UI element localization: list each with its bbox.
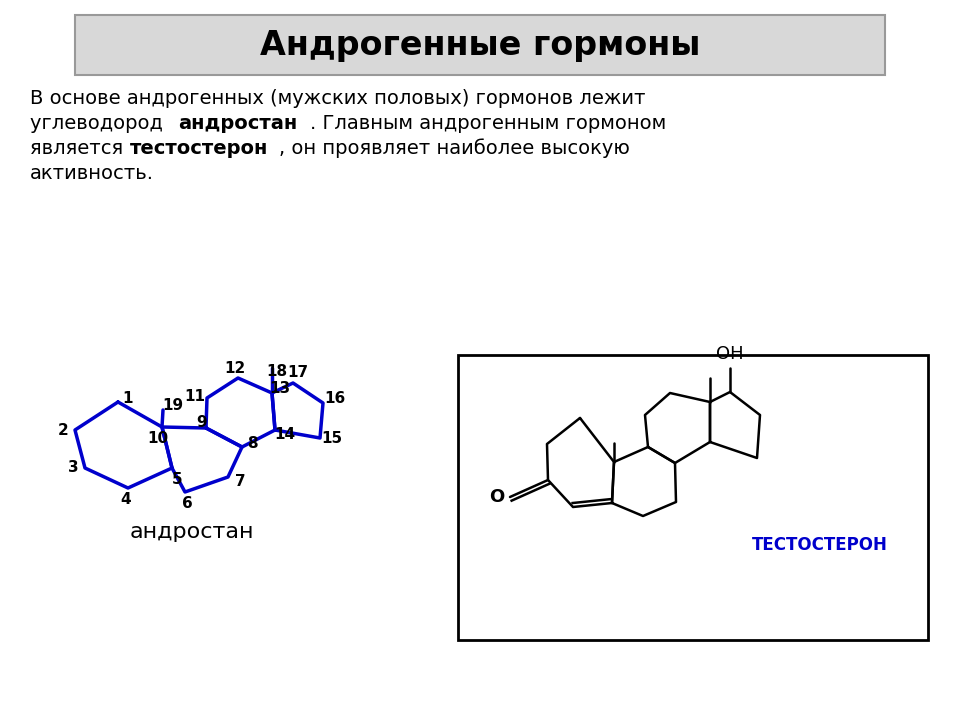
Text: углеводород: углеводород [30,114,169,132]
Text: 1: 1 [123,390,133,405]
Bar [75,15,885,75]
Text: 6: 6 [181,495,192,510]
Text: 5: 5 [172,472,182,487]
Text: 12: 12 [225,361,246,376]
Text: 17: 17 [287,364,308,379]
Text: 19: 19 [162,397,183,413]
Text: 2: 2 [58,423,68,438]
Text: тестостерон: тестостерон [130,138,269,158]
Text: ТЕСТОСТЕРОН: ТЕСТОСТЕРОН [752,536,888,554]
Text: 18: 18 [267,364,288,379]
Text: 10: 10 [148,431,169,446]
Text: , он проявляет наиболее высокую: , он проявляет наиболее высокую [279,138,630,158]
Text: 11: 11 [184,389,205,403]
Text: 7: 7 [234,474,246,488]
Text: 15: 15 [322,431,343,446]
Text: андростан: андростан [178,114,298,132]
Text: 3: 3 [68,461,79,475]
Text: OH: OH [716,345,744,363]
Text: 4: 4 [121,492,132,506]
Text: 13: 13 [270,380,291,395]
Text: . Главным андрогенным гормоном: . Главным андрогенным гормоном [310,114,666,132]
Text: 8: 8 [247,436,257,451]
Text: 9: 9 [197,415,207,430]
Text: O: O [490,488,505,506]
Text: андростан: андростан [130,522,254,542]
Text: является: является [30,138,130,158]
Text: 14: 14 [275,426,296,441]
Text: 16: 16 [324,390,346,405]
Text: В основе андрогенных (мужских половых) гормонов лежит: В основе андрогенных (мужских половых) г… [30,89,645,107]
Bar [458,355,928,640]
Text: Андрогенные гормоны: Андрогенные гормоны [260,29,700,61]
Text: активность.: активность. [30,163,154,182]
